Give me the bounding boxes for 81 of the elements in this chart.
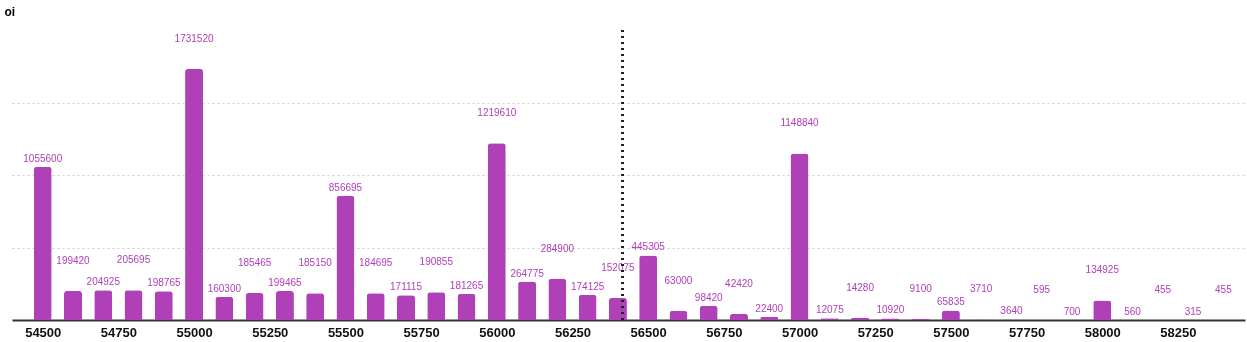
x-tick-label: 57000 xyxy=(781,324,819,340)
bar xyxy=(790,153,809,320)
data-label: 65835 xyxy=(936,296,966,308)
data-label: 190855 xyxy=(419,256,454,268)
bar xyxy=(154,291,173,320)
y-axis-title: oi xyxy=(4,4,16,19)
x-tick-label: 57250 xyxy=(857,324,894,340)
bar xyxy=(275,291,294,320)
data-label: 199420 xyxy=(56,255,91,267)
data-label: 264775 xyxy=(510,267,545,279)
bar xyxy=(669,310,688,320)
data-label: 10920 xyxy=(876,304,905,316)
x-tick-label: 54500 xyxy=(25,324,62,340)
x-tick-label: 55250 xyxy=(252,324,289,340)
bar xyxy=(548,278,567,320)
x-tick-label: 58250 xyxy=(1160,324,1197,340)
data-label: 3640 xyxy=(1000,305,1023,317)
data-label: 185150 xyxy=(298,257,333,269)
data-label: 174125 xyxy=(570,280,605,292)
data-label: 560 xyxy=(1124,305,1142,317)
data-label: 9100 xyxy=(909,282,933,294)
data-label: 160300 xyxy=(207,282,242,294)
data-label: 1731520 xyxy=(174,32,214,44)
bar xyxy=(639,255,658,320)
bar xyxy=(124,290,143,320)
data-label: 199465 xyxy=(268,277,303,289)
bar xyxy=(397,295,415,320)
data-label: 205695 xyxy=(116,254,151,266)
data-label: 204925 xyxy=(86,276,121,288)
data-label: 181265 xyxy=(449,279,484,291)
bar xyxy=(699,305,718,320)
bar xyxy=(457,293,476,320)
bar xyxy=(427,292,446,320)
bar xyxy=(306,293,325,320)
data-label: 3710 xyxy=(970,283,993,295)
bar xyxy=(185,68,204,320)
data-label: 1055600 xyxy=(23,152,63,164)
x-tick-label: 56750 xyxy=(706,324,743,340)
data-label: 171115 xyxy=(390,281,423,293)
x-tick-label: 58000 xyxy=(1084,324,1121,340)
data-label: 445305 xyxy=(631,241,666,253)
bar xyxy=(578,294,597,320)
x-tick-label: 57750 xyxy=(1009,324,1046,340)
data-label: 12075 xyxy=(815,304,845,316)
data-label: 63000 xyxy=(664,274,693,286)
data-label: 856695 xyxy=(328,181,363,193)
data-label: 22400 xyxy=(755,302,784,314)
bar xyxy=(245,293,264,320)
bar xyxy=(33,166,52,320)
bar xyxy=(518,281,537,320)
data-label: 42420 xyxy=(725,277,754,289)
data-label: 1148840 xyxy=(780,117,820,129)
bar xyxy=(487,143,506,320)
bar xyxy=(215,296,234,320)
data-label: 152075 xyxy=(601,261,636,273)
data-label: 455 xyxy=(1215,283,1233,295)
data-label: 14280 xyxy=(846,281,875,293)
x-tick-label: 54750 xyxy=(100,324,137,340)
x-tick-label: 56500 xyxy=(630,324,667,340)
bar xyxy=(366,293,385,320)
data-label: 1219610 xyxy=(477,107,517,119)
data-label: 595 xyxy=(1033,283,1051,295)
data-label: 184695 xyxy=(359,257,393,269)
data-label: 455 xyxy=(1154,283,1172,295)
bar xyxy=(336,195,355,320)
x-tick-label: 55500 xyxy=(327,324,365,340)
x-tick-label: 56000 xyxy=(479,324,516,340)
bar xyxy=(94,290,113,320)
x-tick-label: 57500 xyxy=(933,324,970,340)
data-label: 98420 xyxy=(694,291,724,303)
data-label: 284900 xyxy=(540,242,575,254)
data-label: 315 xyxy=(1184,305,1202,317)
bar xyxy=(1093,300,1112,320)
bar xyxy=(64,291,82,320)
x-tick-label: 55000 xyxy=(176,324,213,340)
data-label: 134925 xyxy=(1085,264,1120,276)
data-label: 700 xyxy=(1063,305,1081,317)
x-tick-label: 56250 xyxy=(554,324,592,340)
data-label: 185465 xyxy=(237,257,272,269)
x-tick-label: 55750 xyxy=(403,324,440,340)
data-label: 198765 xyxy=(147,277,181,289)
